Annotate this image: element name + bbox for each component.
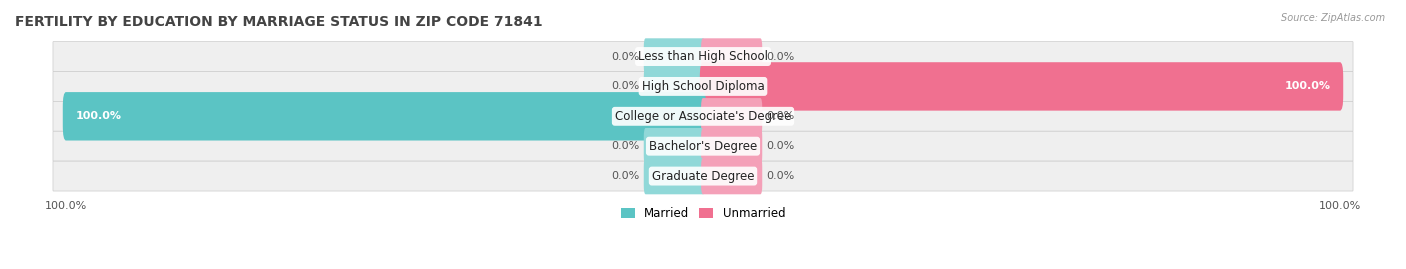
Text: Bachelor's Degree: Bachelor's Degree (650, 140, 756, 153)
Text: 0.0%: 0.0% (766, 52, 794, 62)
Text: Source: ZipAtlas.com: Source: ZipAtlas.com (1281, 13, 1385, 23)
FancyBboxPatch shape (702, 98, 762, 134)
FancyBboxPatch shape (644, 158, 704, 194)
Text: 0.0%: 0.0% (766, 171, 794, 181)
Text: 0.0%: 0.0% (612, 141, 640, 151)
FancyBboxPatch shape (700, 62, 1343, 111)
Text: 100.0%: 100.0% (76, 111, 121, 121)
Text: 0.0%: 0.0% (766, 141, 794, 151)
FancyBboxPatch shape (702, 128, 762, 164)
FancyBboxPatch shape (53, 161, 1353, 191)
Text: Less than High School: Less than High School (638, 50, 768, 63)
FancyBboxPatch shape (702, 158, 762, 194)
Text: Graduate Degree: Graduate Degree (652, 169, 754, 183)
FancyBboxPatch shape (53, 72, 1353, 101)
FancyBboxPatch shape (702, 38, 762, 75)
Text: High School Diploma: High School Diploma (641, 80, 765, 93)
FancyBboxPatch shape (644, 38, 704, 75)
FancyBboxPatch shape (63, 92, 706, 140)
Legend: Married, Unmarried: Married, Unmarried (616, 202, 790, 224)
Text: 0.0%: 0.0% (766, 111, 794, 121)
Text: 0.0%: 0.0% (612, 82, 640, 91)
Text: 0.0%: 0.0% (612, 52, 640, 62)
Text: 100.0%: 100.0% (1285, 82, 1330, 91)
FancyBboxPatch shape (53, 101, 1353, 131)
FancyBboxPatch shape (53, 131, 1353, 161)
Text: College or Associate's Degree: College or Associate's Degree (614, 110, 792, 123)
FancyBboxPatch shape (644, 68, 704, 105)
Text: 0.0%: 0.0% (612, 171, 640, 181)
FancyBboxPatch shape (53, 42, 1353, 72)
Text: FERTILITY BY EDUCATION BY MARRIAGE STATUS IN ZIP CODE 71841: FERTILITY BY EDUCATION BY MARRIAGE STATU… (15, 15, 543, 29)
FancyBboxPatch shape (644, 128, 704, 164)
